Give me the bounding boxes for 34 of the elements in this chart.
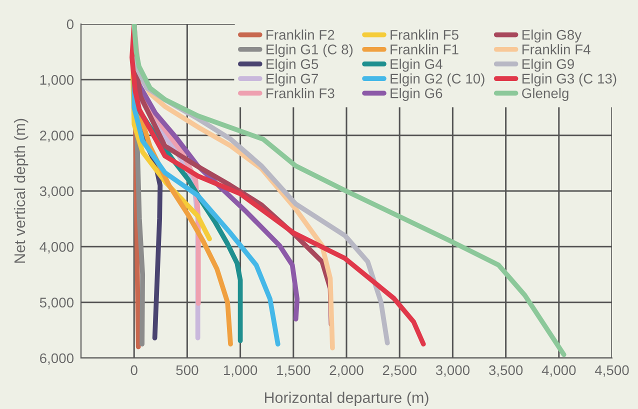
x-tick-label: 500 [176,365,198,376]
legend-label: Franklin F3 [266,88,334,98]
legend-label: Elgin G3 (C 13) [522,73,616,86]
y-tick-label: 4,000 [40,242,74,254]
legend-label: Elgin G8y [522,30,582,43]
legend-label: Elgin G6 [390,88,442,101]
y-axis-title: Net vertical depth (m) [14,118,28,263]
legend-label: Franklin F5 [390,30,458,40]
legend-label: Glenelg [522,88,568,101]
x-tick-label: 4,500 [594,365,629,377]
y-tick-label: 1,000 [40,75,74,86]
legend-label: Franklin F4 [522,44,590,54]
legend-label: Elgin G2 (C 10) [390,73,484,86]
x-tick-label: 3,500 [488,365,523,377]
legend-label: Elgin G7 [266,73,318,86]
y-tick-label: 0 [66,19,74,30]
x-tick-label: 3,000 [436,365,470,377]
y-tick-label: 3,000 [40,186,74,198]
x-tick-label: 2,000 [330,365,364,377]
y-tick-label: 6,000 [40,353,74,365]
x-tick-label: 2,500 [382,365,416,377]
legend-label: Elgin G1 (C 8) [266,44,353,58]
x-tick-label: 0 [130,365,138,376]
legend-label: Elgin G5 [266,58,318,72]
legend-label: Franklin F1 [390,44,458,54]
x-axis-title: Horizontal departure (m) [264,392,428,406]
legend-label: Elgin G9 [522,58,574,72]
y-tick-label: 2,000 [40,130,74,142]
x-tick-label: 1,000 [224,365,258,377]
y-tick-label: 5,000 [40,298,74,310]
x-tick-label: 4,000 [542,365,576,377]
legend-label: Elgin G4 [390,58,442,72]
legend-label: Franklin F2 [266,30,334,40]
x-tick-label: 1,500 [277,365,310,377]
